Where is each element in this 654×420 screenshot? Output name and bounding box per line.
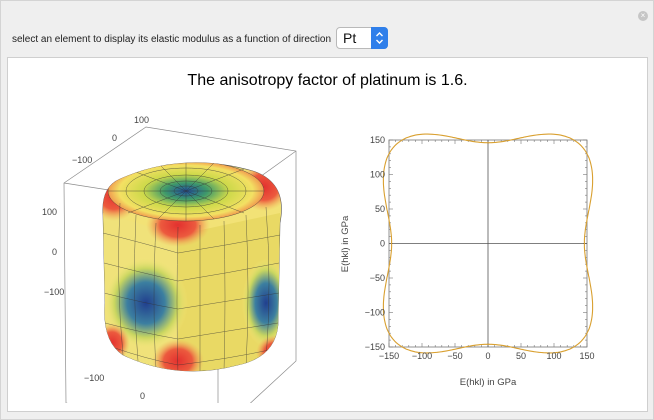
- tick-top-2: 0: [112, 133, 117, 143]
- chevron-updown-icon[interactable]: [371, 27, 388, 49]
- tick-top-1: 100: [134, 115, 149, 125]
- y-tick-label: 50: [375, 204, 385, 214]
- modulus-curve: [382, 133, 594, 354]
- y-tick-label: 0: [380, 239, 385, 249]
- tick-top-3: −100: [72, 155, 92, 165]
- tick-bottom-1: −100: [84, 373, 104, 383]
- tick-left-2: 0: [52, 247, 57, 257]
- y-axis-label: E(hkl) in GPa: [340, 215, 351, 272]
- y-tick-label: −100: [365, 308, 385, 318]
- element-select[interactable]: Pt: [336, 27, 388, 49]
- output-panel: The anisotropy factor of platinum is 1.6…: [7, 57, 648, 412]
- x-tick-label: 100: [546, 351, 561, 361]
- y-tick-label: 100: [370, 170, 385, 180]
- x-tick-label: −150: [379, 351, 399, 361]
- y-tick-label: −150: [365, 342, 385, 352]
- elastic-modulus-2d-chart: −150 −100 −50 0 50 100 150 150 100 50 0 −50 −100 −15…: [340, 133, 595, 388]
- tick-bottom-2: 0: [140, 391, 145, 401]
- elastic-modulus-3d-plot[interactable]: 100 0 −100 100 0 −100 −100 0 100: [28, 103, 328, 403]
- tick-left-1: 100: [42, 207, 57, 217]
- x-tick-label: 0: [485, 351, 490, 361]
- close-icon[interactable]: ×: [638, 11, 648, 21]
- x-axis-label: E(hkl) in GPa: [460, 377, 517, 388]
- x-tick-label: 150: [579, 351, 594, 361]
- plot-title: The anisotropy factor of platinum is 1.6…: [187, 72, 468, 89]
- element-selector-label: select an element to display its elastic…: [12, 34, 332, 45]
- x-tick-label: −100: [412, 351, 432, 361]
- element-select-value: Pt: [343, 30, 357, 46]
- x-tick-label: −50: [447, 351, 462, 361]
- y-tick-label: −50: [370, 273, 385, 283]
- tick-left-3: −100: [44, 287, 64, 297]
- x-tick-label: 50: [516, 351, 526, 361]
- y-tick-label: 150: [370, 135, 385, 145]
